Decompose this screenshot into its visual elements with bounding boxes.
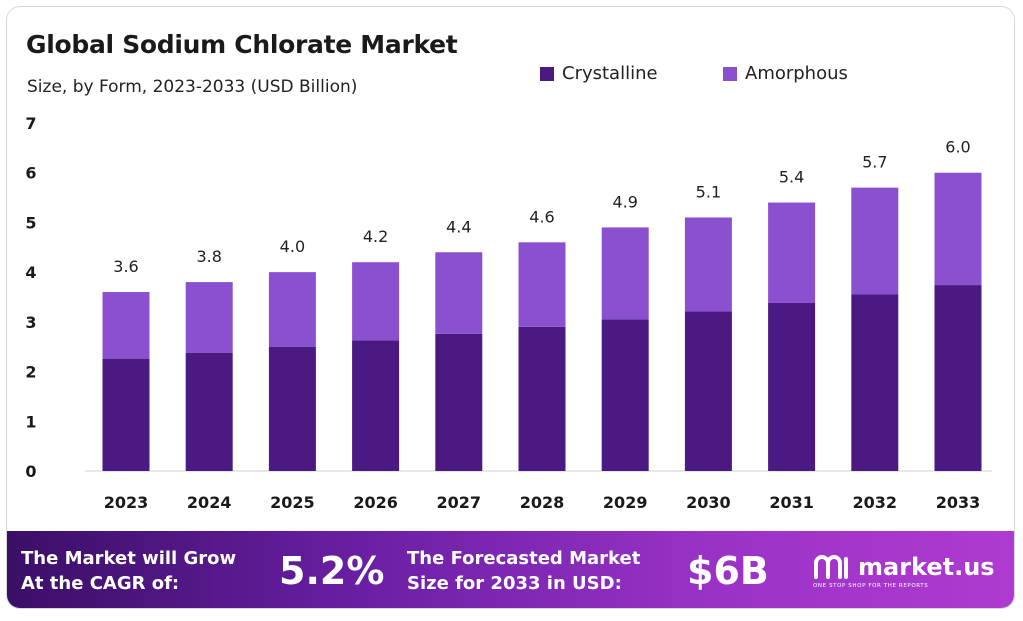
- x-tick-label-2027: 2027: [437, 493, 482, 512]
- bar-amorphous-2029: [601, 227, 649, 320]
- legend-item-crystalline: Crystalline: [540, 63, 658, 84]
- y-tick-label: 2: [25, 363, 36, 382]
- bar-amorphous-2028: [518, 242, 566, 327]
- total-label-2025: 4.0: [280, 237, 305, 256]
- legend-swatch-crystalline: [540, 66, 554, 81]
- y-tick-label: 4: [25, 263, 36, 282]
- total-label-2030: 5.1: [696, 182, 721, 201]
- x-tick-label-2032: 2032: [853, 493, 898, 512]
- chart-title: Global Sodium Chlorate Market: [26, 30, 458, 59]
- stacked-bar-chart: 0 1 2 3 4 5 6 7 3.6 2023 3.8 2024 4.0 2025 4.2 2026 4.4 2…: [25, 114, 992, 512]
- y-tick-label: 7: [25, 114, 36, 133]
- bar-crystalline-2031: [768, 302, 816, 471]
- x-tick-label-2026: 2026: [353, 493, 398, 512]
- bar-crystalline-2029: [601, 319, 649, 471]
- chart-subtitle: Size, by Form, 2023-2033 (USD Billion): [27, 77, 358, 97]
- bar-crystalline-2026: [352, 340, 400, 471]
- total-label-2024: 3.8: [196, 247, 221, 266]
- bar-amorphous-2033: [934, 172, 982, 286]
- bar-crystalline-2023: [102, 358, 150, 471]
- y-tick-label: 5: [25, 213, 36, 232]
- market-us-logo-icon: [814, 555, 848, 579]
- legend-item-amorphous: Amorphous: [723, 63, 848, 84]
- bar-amorphous-2027: [435, 252, 483, 334]
- cagr-caption-line1: The Market will Grow: [21, 548, 237, 569]
- bar-crystalline-2030: [684, 311, 732, 471]
- total-label-2029: 4.9: [612, 192, 637, 211]
- bar-amorphous-2032: [851, 187, 899, 295]
- total-label-2023: 3.6: [113, 257, 138, 276]
- bar-crystalline-2033: [934, 285, 982, 471]
- x-tick-label-2025: 2025: [270, 493, 315, 512]
- bar-amorphous-2025: [268, 272, 316, 347]
- bar-amorphous-2031: [768, 202, 816, 303]
- cagr-caption-line2: At the CAGR of:: [21, 573, 180, 594]
- cagr-value: 5.2%: [279, 549, 385, 593]
- cagr-caption: The Market will Grow At the CAGR of:: [21, 546, 236, 596]
- total-label-2032: 5.7: [862, 153, 887, 172]
- x-tick-label-2029: 2029: [603, 493, 648, 512]
- bar-crystalline-2025: [268, 346, 316, 471]
- x-tick-label-2024: 2024: [187, 493, 232, 512]
- brand-name: market.us: [858, 553, 995, 581]
- x-tick-label-2023: 2023: [104, 493, 149, 512]
- bar-crystalline-2028: [518, 326, 566, 471]
- total-label-2028: 4.6: [529, 207, 554, 226]
- forecast-caption-line1: The Forecasted Market: [407, 548, 641, 569]
- bar-amorphous-2023: [102, 292, 150, 359]
- bar-crystalline-2027: [435, 333, 483, 471]
- y-tick-label: 1: [25, 412, 36, 431]
- y-tick-label: 3: [25, 313, 36, 332]
- bar-amorphous-2024: [185, 282, 233, 353]
- brand-tagline: ONE STOP SHOP FOR THE REPORTS: [813, 583, 929, 589]
- x-tick-label-2033: 2033: [936, 493, 981, 512]
- chart-card: Global Sodium Chlorate Market Size, by F…: [6, 6, 1015, 609]
- forecast-caption: The Forecasted Market Size for 2033 in U…: [407, 546, 640, 596]
- total-label-2026: 4.2: [363, 227, 388, 246]
- bar-crystalline-2024: [185, 352, 233, 471]
- legend-swatch-amorphous: [723, 66, 737, 81]
- forecast-value: $6B: [687, 549, 769, 593]
- y-tick-label: 0: [25, 462, 36, 481]
- x-tick-label-2028: 2028: [520, 493, 565, 512]
- bar-crystalline-2032: [851, 294, 899, 471]
- x-tick-label-2030: 2030: [686, 493, 731, 512]
- bar-amorphous-2026: [352, 262, 400, 341]
- legend-label-amorphous: Amorphous: [745, 63, 848, 84]
- legend-label-crystalline: Crystalline: [562, 63, 658, 84]
- summary-banner: The Market will Grow At the CAGR of: 5.2…: [7, 531, 1014, 608]
- y-tick-label: 6: [25, 164, 36, 183]
- forecast-caption-line2: Size for 2033 in USD:: [407, 573, 622, 594]
- total-label-2027: 4.4: [446, 217, 471, 236]
- bar-amorphous-2030: [684, 217, 732, 312]
- x-tick-label-2031: 2031: [769, 493, 814, 512]
- brand-logo: market.us: [812, 553, 995, 581]
- total-label-2031: 5.4: [779, 168, 804, 187]
- total-label-2033: 6.0: [945, 138, 970, 157]
